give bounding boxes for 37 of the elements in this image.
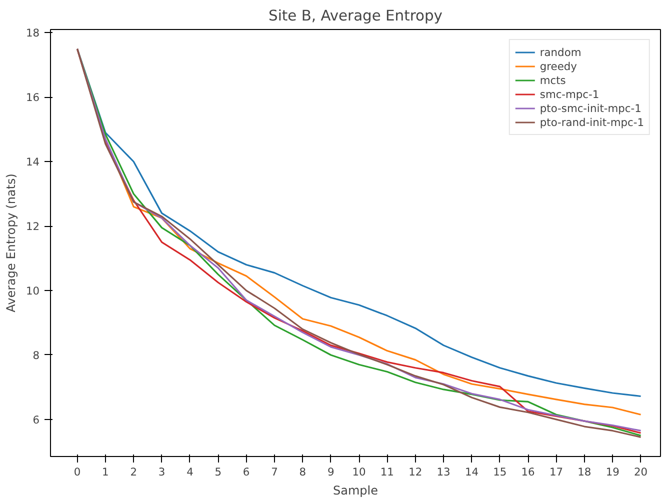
x-tick-label: 19: [606, 466, 620, 478]
legend-label: smc-mpc-1: [540, 87, 600, 101]
x-tick-label: 8: [299, 466, 306, 478]
x-tick-label: 18: [578, 466, 592, 478]
y-tick-label: 6: [32, 413, 40, 426]
x-axis-title: Sample: [333, 484, 378, 498]
x-tick-label: 7: [271, 466, 278, 478]
legend-label: pto-smc-init-mpc-1: [540, 101, 642, 115]
x-tick-label: 13: [436, 466, 450, 478]
legend-label: mcts: [540, 73, 566, 87]
x-tick-label: 15: [493, 466, 507, 478]
x-tick-label: 16: [521, 466, 536, 478]
chart-title: Site B, Average Entropy: [268, 8, 443, 24]
y-tick-label: 16: [26, 91, 40, 104]
y-tick-label: 10: [26, 284, 40, 298]
x-tick-label: 11: [380, 466, 394, 478]
x-tick-label: 10: [352, 466, 366, 478]
y-axis-title: Average Entropy (nats): [4, 174, 18, 312]
x-tick-label: 5: [214, 466, 222, 478]
legend-label: greedy: [540, 59, 577, 73]
x-tick-label: 14: [464, 466, 479, 478]
x-tick-label: 6: [242, 466, 250, 478]
x-tick-label: 2: [130, 466, 138, 478]
y-tick-label: 12: [26, 220, 40, 234]
x-tick-label: 17: [549, 466, 564, 478]
x-tick-label: 20: [634, 466, 648, 478]
x-tick-label: 4: [186, 466, 194, 478]
x-tick-label: 12: [408, 466, 422, 478]
y-tick-label: 14: [26, 156, 40, 169]
x-tick-label: 1: [102, 466, 109, 478]
legend-label: pto-rand-init-mpc-1: [540, 115, 644, 129]
x-tick-label: 3: [158, 466, 166, 478]
legend-label: random: [540, 45, 582, 59]
x-tick-label: 0: [74, 466, 81, 478]
y-tick-label: 8: [32, 348, 40, 362]
y-tick-label: 18: [26, 26, 40, 40]
x-tick-label: 9: [327, 466, 334, 478]
